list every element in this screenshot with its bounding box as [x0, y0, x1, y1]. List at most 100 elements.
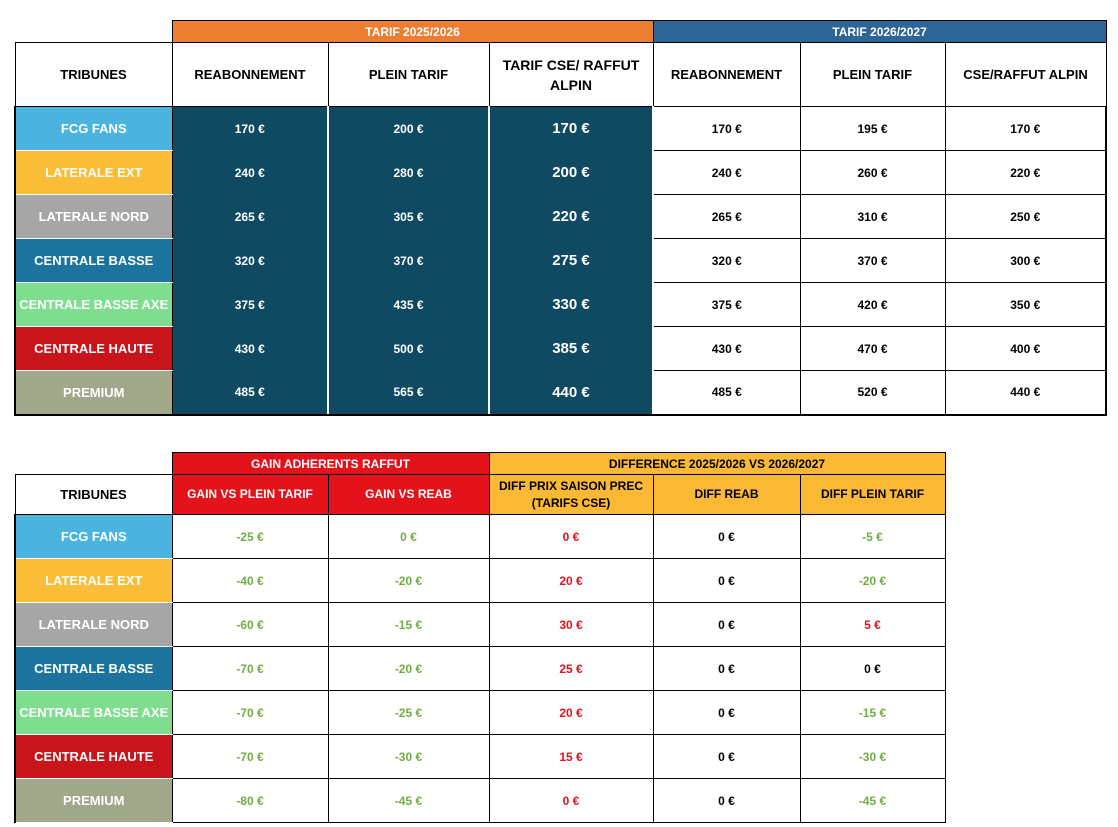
- group-header-difference: DIFFERENCE 2025/2026 VS 2026/2027: [488, 452, 946, 475]
- col-header-reabonnement-2025: REABONNEMENT: [171, 42, 329, 107]
- diff-plein-value: -30 €: [799, 734, 946, 779]
- plein-tarif-2025-value: 500 €: [328, 326, 490, 371]
- table-row: LATERALE NORD -60 € -15 €30 €0 €5 €: [14, 602, 946, 647]
- tribune-label: CENTRALE BASSE AXE: [14, 690, 173, 735]
- cse-2025-value: 170 €: [489, 106, 654, 151]
- tribune-label: CENTRALE BASSE AXE: [14, 282, 173, 327]
- reabonnement-2025-value: 170 €: [172, 106, 329, 151]
- tarif-table: TARIF 2025/2026 TARIF 2026/2027 TRIBUNES…: [14, 20, 1107, 416]
- cse-2025-value: 440 €: [489, 370, 654, 416]
- diff-plein-value: 5 €: [799, 602, 946, 647]
- tribune-label: CENTRALE HAUTE: [14, 734, 173, 779]
- table-row: FCG FANS -25 €0 €0 €0 € -5 €: [14, 514, 946, 559]
- col-header-cse-2025: TARIF CSE/ RAFFUT ALPIN: [488, 42, 654, 107]
- diff-reab-value: 0 €: [652, 734, 801, 779]
- tribune-label: PREMIUM: [14, 370, 173, 416]
- table-row: FCG FANS 170 €200 €170 €170 €195 €170 €: [14, 106, 1107, 151]
- reabonnement-2026-value: 265 €: [652, 194, 801, 239]
- reabonnement-2025-value: 320 €: [172, 238, 329, 283]
- gain-vs-reab-value: -25 €: [327, 690, 490, 735]
- reabonnement-2026-value: 485 €: [652, 370, 801, 416]
- tribune-label: CENTRALE BASSE: [14, 646, 173, 691]
- gain-vs-plein-value: -40 €: [171, 558, 329, 603]
- plein-tarif-2025-value: 565 €: [328, 370, 490, 416]
- gain-vs-plein-value: -70 €: [171, 690, 329, 735]
- table-row: CENTRALE BASSE AXE -70 € -25 €20 €0 € -15 €: [14, 690, 946, 735]
- col-header-gain-vs-plein: GAIN VS PLEIN TARIF: [171, 474, 329, 515]
- tribune-label: LATERALE NORD: [14, 602, 173, 647]
- gain-vs-plein-value: -70 €: [171, 734, 329, 779]
- reabonnement-2025-value: 240 €: [172, 150, 329, 195]
- reabonnement-2026-value: 240 €: [652, 150, 801, 195]
- reabonnement-2025-value: 375 €: [172, 282, 329, 327]
- table-row: LATERALE EXT 240 €280 €200 €240 €260 €220…: [14, 150, 1107, 195]
- plein-tarif-2026-value: 420 €: [799, 282, 946, 327]
- plein-tarif-2026-value: 520 €: [799, 370, 946, 416]
- reabonnement-2026-value: 430 €: [652, 326, 801, 371]
- gain-vs-plein-value: -25 €: [171, 514, 329, 559]
- plein-tarif-2025-value: 305 €: [328, 194, 490, 239]
- table-row: CENTRALE HAUTE -70 € -30 €15 €0 € -30 €: [14, 734, 946, 779]
- gain-vs-reab-value: -15 €: [327, 602, 490, 647]
- table-row: CENTRALE BASSE 320 €370 €275 €320 €370 €3…: [14, 238, 1107, 283]
- col-header-gain-vs-reab: GAIN VS REAB: [327, 474, 490, 515]
- reabonnement-2026-value: 320 €: [652, 238, 801, 283]
- col-header-diff-reab: DIFF REAB: [652, 474, 801, 515]
- cse-2026-value: 250 €: [944, 194, 1107, 239]
- plein-tarif-2025-value: 280 €: [328, 150, 490, 195]
- table-row: CENTRALE BASSE -70 € -20 €25 €0 €0 €: [14, 646, 946, 691]
- plein-tarif-2026-value: 195 €: [799, 106, 946, 151]
- gain-vs-reab-value: -20 €: [327, 558, 490, 603]
- gain-vs-plein-value: -80 €: [171, 778, 329, 823]
- plein-tarif-2026-value: 310 €: [799, 194, 946, 239]
- table-row: PREMIUM -80 € -45 €0 €0 € -45 €: [14, 778, 946, 823]
- diff-cse-value: 0 €: [488, 514, 654, 559]
- gain-vs-reab-value: -45 €: [327, 778, 490, 823]
- gain-vs-plein-value: -60 €: [171, 602, 329, 647]
- diff-reab-value: 0 €: [652, 690, 801, 735]
- col-header-diff-plein: DIFF PLEIN TARIF: [799, 474, 946, 515]
- table-row: PREMIUM 485 €565 €440 €485 €520 €440 €: [14, 370, 1107, 416]
- tribune-label: LATERALE NORD: [14, 194, 173, 239]
- plein-tarif-2026-value: 470 €: [799, 326, 946, 371]
- diff-reab-value: 0 €: [652, 778, 801, 823]
- tribune-label: LATERALE EXT: [14, 558, 173, 603]
- diff-reab-value: 0 €: [652, 514, 801, 559]
- cse-2026-value: 350 €: [944, 282, 1107, 327]
- diff-cse-value: 20 €: [488, 558, 654, 603]
- diff-cse-value: 25 €: [488, 646, 654, 691]
- col-header-reabonnement-2026: REABONNEMENT: [652, 42, 801, 107]
- diff-reab-value: 0 €: [652, 646, 801, 691]
- col-header-cse-2026: CSE/RAFFUT ALPIN: [944, 42, 1107, 107]
- reabonnement-2025-value: 265 €: [172, 194, 329, 239]
- diff-plein-value: -5 €: [799, 514, 946, 559]
- diff-plein-value: -15 €: [799, 690, 946, 735]
- tribune-label: CENTRALE BASSE: [14, 238, 173, 283]
- blank-cell: [15, 20, 172, 43]
- cse-2026-value: 440 €: [944, 370, 1107, 416]
- gain-vs-reab-value: -30 €: [327, 734, 490, 779]
- diff-plein-value: -20 €: [799, 558, 946, 603]
- cse-2025-value: 220 €: [489, 194, 654, 239]
- tribune-label: FCG FANS: [14, 106, 173, 151]
- gain-vs-reab-value: 0 €: [327, 514, 490, 559]
- tribune-label: PREMIUM: [14, 778, 173, 823]
- table-row: LATERALE EXT -40 € -20 €20 €0 € -20 €: [14, 558, 946, 603]
- group-header-gain: GAIN ADHERENTS RAFFUT: [171, 452, 490, 475]
- group-header-tarif-2025: TARIF 2025/2026: [171, 20, 654, 43]
- reabonnement-2025-value: 485 €: [172, 370, 329, 416]
- cse-2026-value: 400 €: [944, 326, 1107, 371]
- diff-reab-value: 0 €: [652, 602, 801, 647]
- col-header-diff-cse: DIFF PRIX SAISON PREC (TARIFS CSE): [488, 474, 654, 515]
- tribune-label: LATERALE EXT: [14, 150, 173, 195]
- reabonnement-2025-value: 430 €: [172, 326, 329, 371]
- blank-cell: [15, 452, 172, 475]
- tarif-group-header-row: TARIF 2025/2026 TARIF 2026/2027: [15, 20, 1107, 43]
- cse-2026-value: 300 €: [944, 238, 1107, 283]
- group-header-tarif-2026: TARIF 2026/2027: [652, 20, 1107, 43]
- tribune-label: FCG FANS: [14, 514, 173, 559]
- diff-reab-value: 0 €: [652, 558, 801, 603]
- plein-tarif-2025-value: 370 €: [328, 238, 490, 283]
- tribune-label: CENTRALE HAUTE: [14, 326, 173, 371]
- gain-diff-table-body: GAIN ADHERENTS RAFFUT DIFFERENCE 2025/20…: [14, 452, 946, 823]
